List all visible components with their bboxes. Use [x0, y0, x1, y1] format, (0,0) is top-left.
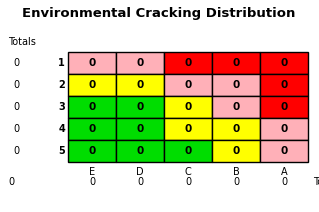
Text: 0: 0	[89, 177, 95, 187]
Text: 0: 0	[280, 146, 288, 156]
Bar	[260, 52, 308, 74]
Text: 0: 0	[280, 80, 288, 90]
Text: D: D	[136, 167, 144, 177]
Text: 0: 0	[13, 124, 19, 134]
Bar	[116, 140, 164, 162]
Text: 0: 0	[232, 80, 240, 90]
Text: 0: 0	[232, 124, 240, 134]
Bar	[68, 118, 116, 140]
Bar	[116, 96, 164, 118]
Bar	[260, 118, 308, 140]
Text: C: C	[185, 167, 191, 177]
Text: 0: 0	[137, 80, 144, 90]
Bar	[260, 140, 308, 162]
Text: 2: 2	[58, 80, 65, 90]
Text: 0: 0	[88, 146, 96, 156]
Bar	[164, 96, 212, 118]
Bar	[116, 118, 164, 140]
Text: 0: 0	[13, 102, 19, 112]
Text: E: E	[89, 167, 95, 177]
Text: 0: 0	[280, 102, 288, 112]
Text: 5: 5	[58, 146, 65, 156]
Text: 0: 0	[232, 146, 240, 156]
Text: 0: 0	[137, 146, 144, 156]
Text: 4: 4	[58, 124, 65, 134]
Text: 0: 0	[232, 102, 240, 112]
Text: A: A	[281, 167, 287, 177]
Bar	[116, 74, 164, 96]
Bar	[212, 74, 260, 96]
Text: Totals: Totals	[8, 37, 36, 47]
Text: 0: 0	[184, 124, 192, 134]
Text: 0: 0	[137, 177, 143, 187]
Text: 0: 0	[233, 177, 239, 187]
Bar	[68, 140, 116, 162]
Bar	[164, 52, 212, 74]
Text: 0: 0	[184, 58, 192, 68]
Text: 0: 0	[280, 58, 288, 68]
Text: 0: 0	[137, 124, 144, 134]
Text: 0: 0	[88, 80, 96, 90]
Bar	[68, 52, 116, 74]
Bar	[212, 140, 260, 162]
Text: 0: 0	[13, 146, 19, 156]
Bar	[116, 52, 164, 74]
Bar	[164, 118, 212, 140]
Text: 0: 0	[184, 80, 192, 90]
Text: 3: 3	[58, 102, 65, 112]
Text: 0: 0	[88, 102, 96, 112]
Text: 0: 0	[184, 146, 192, 156]
Text: 0: 0	[88, 124, 96, 134]
Text: 0: 0	[13, 80, 19, 90]
Bar	[68, 96, 116, 118]
Text: 0: 0	[280, 124, 288, 134]
Text: 0: 0	[137, 58, 144, 68]
Bar	[260, 74, 308, 96]
Text: B: B	[233, 167, 239, 177]
Text: 0: 0	[13, 58, 19, 68]
Bar	[212, 118, 260, 140]
Text: 0: 0	[88, 58, 96, 68]
Bar	[212, 96, 260, 118]
Text: 0: 0	[281, 177, 287, 187]
Bar	[68, 74, 116, 96]
Bar	[260, 96, 308, 118]
Text: 0: 0	[137, 102, 144, 112]
Text: Totals: Totals	[313, 177, 319, 187]
Bar	[164, 140, 212, 162]
Bar	[212, 52, 260, 74]
Text: 0: 0	[8, 177, 14, 187]
Text: 0: 0	[184, 102, 192, 112]
Bar	[164, 74, 212, 96]
Text: 0: 0	[232, 58, 240, 68]
Text: 0: 0	[185, 177, 191, 187]
Text: 1: 1	[58, 58, 65, 68]
Text: Environmental Cracking Distribution: Environmental Cracking Distribution	[22, 7, 296, 20]
